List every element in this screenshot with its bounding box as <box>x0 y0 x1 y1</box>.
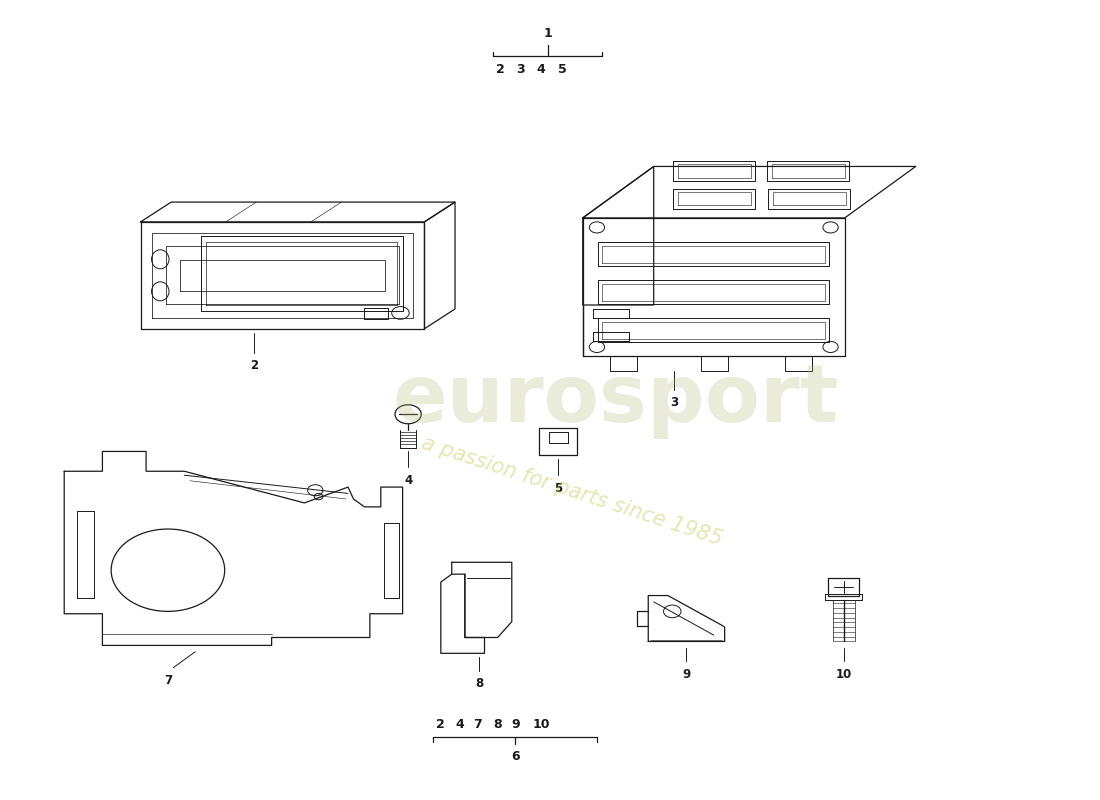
Text: 6: 6 <box>510 750 519 763</box>
Text: 7: 7 <box>164 674 172 687</box>
Text: 8: 8 <box>475 677 483 690</box>
Text: eurosport: eurosport <box>393 361 838 439</box>
Text: 2: 2 <box>437 718 446 731</box>
Text: 7: 7 <box>474 718 482 731</box>
Text: 5: 5 <box>554 482 562 494</box>
Text: 10: 10 <box>532 718 550 731</box>
Text: 8: 8 <box>493 718 502 731</box>
Text: 1: 1 <box>543 26 552 40</box>
Text: 5: 5 <box>558 62 566 76</box>
Text: 9: 9 <box>512 718 520 731</box>
Text: 3: 3 <box>516 62 525 76</box>
Text: 10: 10 <box>836 667 851 681</box>
Text: 2: 2 <box>250 359 258 372</box>
Text: 4: 4 <box>537 62 546 76</box>
Text: 3: 3 <box>670 396 679 409</box>
Text: 9: 9 <box>682 667 691 681</box>
Text: 2: 2 <box>496 62 505 76</box>
Text: 4: 4 <box>404 474 412 486</box>
Text: a passion for parts since 1985: a passion for parts since 1985 <box>419 433 725 550</box>
Text: 4: 4 <box>455 718 464 731</box>
